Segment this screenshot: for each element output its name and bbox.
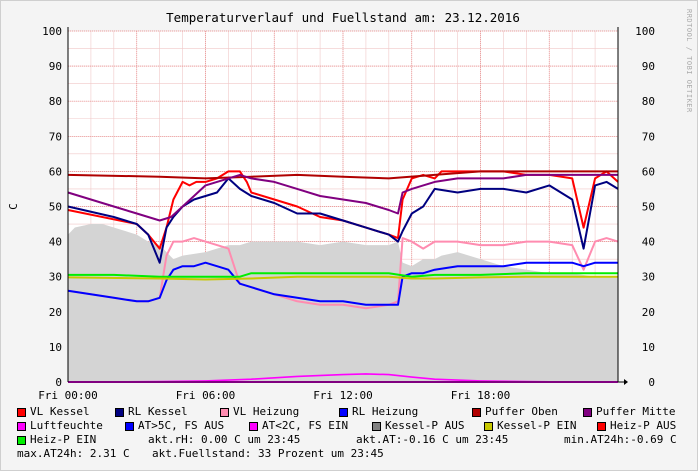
y-tick-label-left: 10 (49, 341, 62, 354)
y-tick-label-left: 30 (49, 271, 62, 284)
y-tick-label-right: 70 (642, 130, 655, 143)
legend-row-3: Heiz-P EIN akt.rH: 0.00 C um 23:45 akt.A… (17, 433, 697, 447)
legend-label: RL Heizung (352, 405, 419, 418)
legend-swatch (17, 407, 26, 417)
chart-title: Temperaturverlauf und Fuellstand am: 23.… (166, 10, 520, 25)
series-line-2 (67, 237, 619, 310)
series-line-4 (67, 170, 618, 180)
stat-akt-rh: akt.rH: 0.00 C um 23:45 (148, 433, 301, 446)
y-tick-label-right: 80 (642, 95, 655, 108)
legend-item-puffer-oben: Puffer Oben (472, 405, 558, 419)
legend-item-at-gt-5c: AT>5C, FS AUS (125, 419, 224, 433)
legend-item-puffer-mitte: Puffer Mitte (583, 405, 675, 419)
series-line-1 (67, 177, 619, 264)
legend-item-rl-heizung: RL Heizung (339, 405, 418, 419)
y-tick-label-left: 0 (55, 376, 62, 389)
y-tick-label-right: 10 (642, 341, 655, 354)
legend-item-vl-heizung: VL Heizung (220, 405, 299, 419)
y-tick-label-left: 60 (49, 165, 62, 178)
legend-swatch (583, 407, 592, 417)
legend-item-kessel-p-ein: Kessel-P EIN (484, 419, 576, 433)
series-line-3 (67, 261, 618, 306)
chart-canvas: Temperaturverlauf und Fuellstand am: 23.… (7, 10, 655, 401)
series-line-5 (67, 173, 618, 222)
y-tick-label-right: 50 (642, 201, 655, 214)
legend-swatch (17, 435, 26, 445)
legend-item-luftfeuchte: Luftfeuchte (17, 419, 103, 433)
y-axis-label: C (7, 203, 20, 210)
y-tick-label-right: 40 (642, 236, 655, 249)
legend-item-heiz-p-ein: Heiz-P EIN (17, 433, 96, 447)
legend-row-2: Luftfeuchte AT>5C, FS AUS AT<2C, FS EIN … (17, 419, 697, 433)
legend: VL Kessel RL Kessel VL Heizung RL Heizun… (17, 405, 697, 461)
y-tick-label-left: 90 (49, 60, 62, 73)
legend-swatch (125, 421, 134, 431)
legend-swatch (249, 421, 258, 431)
legend-item-vl-kessel: VL Kessel (17, 405, 90, 419)
legend-label: Puffer Oben (485, 405, 558, 418)
legend-label: Kessel-P EIN (497, 419, 577, 432)
series-line-8 (68, 272, 618, 278)
x-tick-label: Fri 18:00 (451, 389, 511, 401)
legend-item-rl-kessel: RL Kessel (115, 405, 188, 419)
legend-item-heiz-p-aus: Heiz-P AUS (597, 419, 676, 433)
y-tick-label-left: 80 (49, 95, 62, 108)
legend-label: VL Heizung (233, 405, 300, 418)
stat-max-at24h: max.AT24h: 2.31 C (17, 447, 130, 460)
legend-swatch (372, 421, 381, 431)
series-line-7 (67, 373, 618, 383)
y-tick-label-right: 60 (642, 165, 655, 178)
legend-item-at-lt-2c: AT<2C, FS EIN (249, 419, 348, 433)
legend-label: Puffer Mitte (596, 405, 676, 418)
legend-swatch (472, 407, 481, 417)
x-tick-label: Fri 00:00 (38, 389, 98, 401)
legend-item-kessel-p-aus: Kessel-P AUS (372, 419, 464, 433)
stat-akt-at: akt.AT:-0.16 C um 23:45 (356, 433, 509, 446)
x-axis-arrow (624, 379, 628, 385)
y-tick-label-right: 90 (642, 60, 655, 73)
legend-label: VL Kessel (30, 405, 90, 418)
y-tick-label-right: 100 (635, 25, 655, 38)
y-tick-label-right: 20 (642, 306, 655, 319)
legend-label: RL Kessel (128, 405, 188, 418)
legend-swatch (220, 407, 229, 417)
legend-swatch (339, 407, 348, 417)
stat-akt-fuellstand: akt.Fuellstand: 33 Prozent um 23:45 (152, 447, 384, 460)
legend-label: Heiz-P AUS (610, 419, 677, 432)
legend-row-1: VL Kessel RL Kessel VL Heizung RL Heizun… (17, 405, 697, 419)
y-tick-label-right: 30 (642, 271, 655, 284)
y-tick-label-left: 70 (49, 130, 62, 143)
y-tick-label-left: 100 (42, 25, 62, 38)
series-line-9 (67, 275, 618, 281)
legend-swatch (17, 421, 26, 431)
legend-swatch (597, 421, 606, 431)
legend-label: Luftfeuchte (30, 419, 103, 432)
legend-label: AT>5C, FS AUS (138, 419, 225, 432)
x-tick-label: Fri 12:00 (313, 389, 373, 401)
stat-min-at24h: min.AT24h:-0.69 C (564, 433, 677, 446)
y-tick-label-left: 40 (49, 236, 62, 249)
y-tick-label-left: 50 (49, 201, 62, 214)
legend-swatch (484, 421, 493, 431)
watermark: RRDTOOL / TOBI OETIKER (685, 9, 693, 113)
x-tick-label: Fri 06:00 (176, 389, 236, 401)
legend-label: AT<2C, FS EIN (262, 419, 349, 432)
legend-label: Heiz-P EIN (30, 433, 97, 446)
legend-swatch (115, 407, 124, 417)
y-tick-label-left: 20 (49, 306, 62, 319)
legend-label: Kessel-P AUS (385, 419, 465, 432)
legend-row-4: max.AT24h: 2.31 C akt.Fuellstand: 33 Pro… (17, 447, 697, 461)
y-tick-label-right: 0 (648, 376, 655, 389)
